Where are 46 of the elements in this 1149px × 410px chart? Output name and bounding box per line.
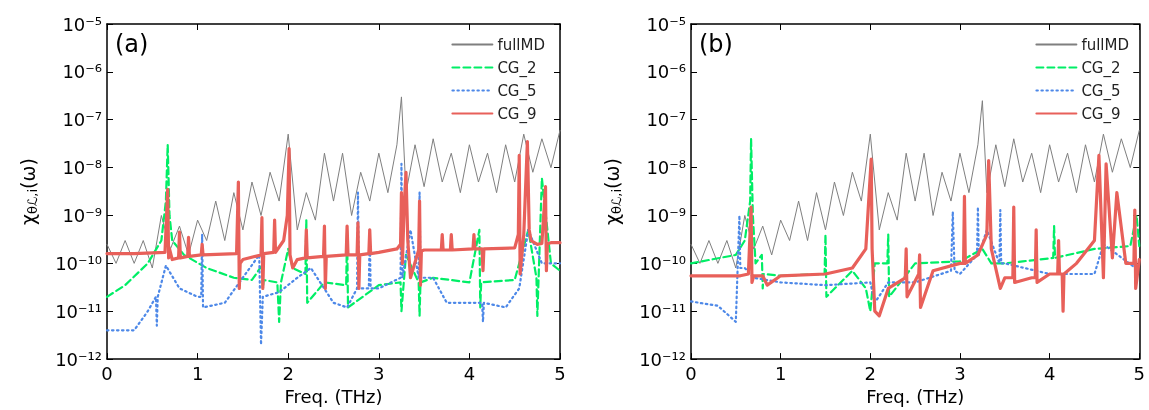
y-tick-label: 10⁻¹² xyxy=(639,348,686,370)
legend-label: CG_5 xyxy=(1081,81,1121,101)
y-axis-title: χθℒ,i(ω) xyxy=(600,158,624,225)
x-tick-label: 0 xyxy=(101,362,113,384)
y-tick-label: 10⁻⁶ xyxy=(62,61,102,83)
legend-label: CG_2 xyxy=(497,58,537,78)
x-tick-label: 3 xyxy=(373,362,385,384)
legend-label: CG_9 xyxy=(1081,104,1121,124)
line-series xyxy=(105,139,562,290)
y-tick-label: 10⁻⁷ xyxy=(646,109,686,131)
legend-label: CG_9 xyxy=(497,104,537,124)
x-axis-title: Freq. (THz) xyxy=(284,385,383,407)
x-tick-label: 3 xyxy=(954,362,966,384)
line-series xyxy=(690,100,1140,269)
y-tick-label: 10⁻¹² xyxy=(55,348,102,370)
line-series xyxy=(105,143,562,323)
y-tick-label: 10⁻⁸ xyxy=(646,157,686,179)
legend-label: fullMD xyxy=(1081,35,1130,54)
y-tick-label: 10⁻⁹ xyxy=(62,204,102,226)
x-tick-label: 2 xyxy=(864,362,877,384)
y-tick-label: 10⁻⁶ xyxy=(646,61,686,83)
annotation: (a) xyxy=(115,30,149,58)
x-tick-label: 0 xyxy=(685,362,697,384)
x-tick-label: 5 xyxy=(1133,362,1145,384)
legend-label: CG_2 xyxy=(1081,58,1121,78)
x-tick-label: 2 xyxy=(282,362,294,384)
line-series xyxy=(105,162,562,346)
x-axis-title: Freq. (THz) xyxy=(866,385,965,407)
y-tick-label: 10⁻⁸ xyxy=(62,157,102,179)
y-tick-label: 10⁻⁷ xyxy=(62,109,102,131)
y-tick-label: 10⁻¹¹ xyxy=(639,300,686,322)
x-tick-label: 4 xyxy=(463,362,476,384)
y-tick-label: 10⁻⁵ xyxy=(646,13,686,35)
annotation: (b) xyxy=(699,30,733,58)
y-tick-label: 10⁻¹⁰ xyxy=(639,252,686,274)
y-tick-label: 10⁻⁵ xyxy=(62,13,102,35)
y-tick-label: 10⁻¹⁰ xyxy=(55,252,102,274)
legend-label: CG_5 xyxy=(497,81,537,101)
legend-label: fullMD xyxy=(497,35,546,54)
y-tick-label: 10⁻⁹ xyxy=(646,204,686,226)
y-tick-label: 10⁻¹¹ xyxy=(55,300,102,322)
x-tick-label: 4 xyxy=(1043,362,1056,384)
x-tick-label: 5 xyxy=(554,362,566,384)
x-tick-label: 1 xyxy=(191,362,204,384)
y-axis-title: χθℒ,i(ω) xyxy=(16,158,40,225)
x-tick-label: 1 xyxy=(774,362,787,384)
